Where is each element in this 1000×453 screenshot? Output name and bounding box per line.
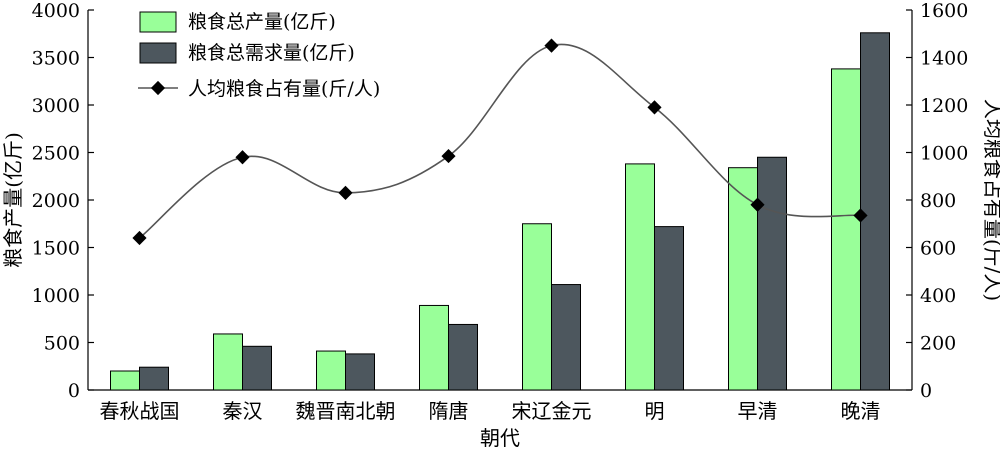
plot-frame [87,10,913,391]
line-layer [132,38,868,246]
percapita-point [544,38,559,53]
bar-production [110,370,140,391]
bar-demand [757,156,787,391]
bar-production [213,333,243,391]
left-axis-title: 粮食产量(亿斤) [1,132,25,268]
left-tick-label: 500 [44,333,80,355]
right-tick-label: 0 [920,380,932,402]
bar-production [316,350,346,391]
bar-demand [139,366,169,391]
x-tick-label: 春秋战国 [100,399,180,423]
bar-demand [551,284,581,391]
x-tick-label: 早清 [738,399,778,423]
right-tick-label: 400 [920,285,956,307]
left-tick-label: 1000 [32,285,80,307]
left-tick-label: 3500 [32,48,80,70]
x-tick-label: 晚清 [841,399,881,423]
legend-label-demand: 粮食总需求量(亿斤) [188,42,355,64]
legend: 粮食总产量(亿斤) 粮食总需求量(亿斤) 人均粮食占有量(斤/人) [138,11,380,100]
x-tick-label: 明 [645,399,665,423]
x-tick-label: 隋唐 [429,399,469,423]
legend-swatch-demand [139,42,177,64]
percapita-line [139,43,861,239]
bar-demand [448,323,478,391]
percapita-point [647,100,662,115]
right-tick-label: 800 [920,190,956,212]
bar-demand [345,353,375,391]
right-axis-ticks: 0 200 400 600 800 1000 1200 1400 1600 [906,0,968,402]
right-tick-label: 1200 [920,95,968,117]
percapita-point [338,185,353,200]
left-axis-ticks: 0 500 1000 1500 2000 2500 3000 3500 4000 [32,0,94,402]
right-axis-title: 人均粮食占有量(斤/人) [981,99,1000,301]
percapita-point [132,230,147,246]
bar-production [625,163,655,391]
x-tick-label: 秦汉 [223,399,263,423]
right-tick-label: 1000 [920,143,968,165]
percapita-point [853,208,868,223]
percapita-point [750,197,765,212]
left-tick-label: 2000 [32,190,80,212]
left-tick-label: 1500 [32,238,80,260]
x-axis-ticks: 春秋战国 秦汉 魏晋南北朝 隋唐 宋辽金元 明 早清 晚清 [100,399,881,423]
left-tick-label: 4000 [32,0,80,22]
right-tick-label: 1400 [920,48,968,70]
left-tick-label: 0 [68,380,80,402]
right-tick-label: 200 [920,333,956,355]
percapita-point [235,150,250,165]
bar-demand [654,226,684,391]
legend-swatch-production [139,11,177,33]
bar-demand [860,32,890,391]
bar-demand [242,345,272,391]
bar-production [728,167,758,391]
legend-label-production: 粮食总产量(亿斤) [188,11,336,33]
left-tick-label: 3000 [32,95,80,117]
x-tick-label: 宋辽金元 [512,399,592,423]
bar-production [831,68,861,391]
right-tick-label: 1600 [920,0,968,22]
bar-production [522,223,552,391]
x-tick-label: 魏晋南北朝 [296,399,396,423]
left-tick-label: 2500 [32,143,80,165]
bars-layer [110,32,890,391]
x-axis-title: 朝代 [480,426,520,450]
legend-label-percapita: 人均粮食占有量(斤/人) [188,78,380,100]
right-tick-label: 600 [920,238,956,260]
percapita-point [441,148,456,164]
bar-production [419,304,449,391]
legend-marker-percapita [150,80,166,96]
